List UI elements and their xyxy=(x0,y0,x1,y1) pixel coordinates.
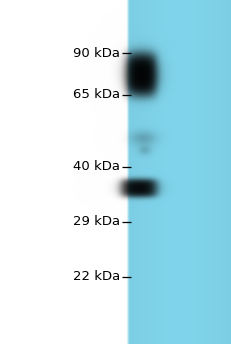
Text: 29 kDa: 29 kDa xyxy=(73,215,120,228)
Text: 65 kDa: 65 kDa xyxy=(73,88,120,101)
Text: 90 kDa: 90 kDa xyxy=(73,47,120,60)
Text: 40 kDa: 40 kDa xyxy=(73,160,120,173)
Text: 22 kDa: 22 kDa xyxy=(73,270,120,283)
